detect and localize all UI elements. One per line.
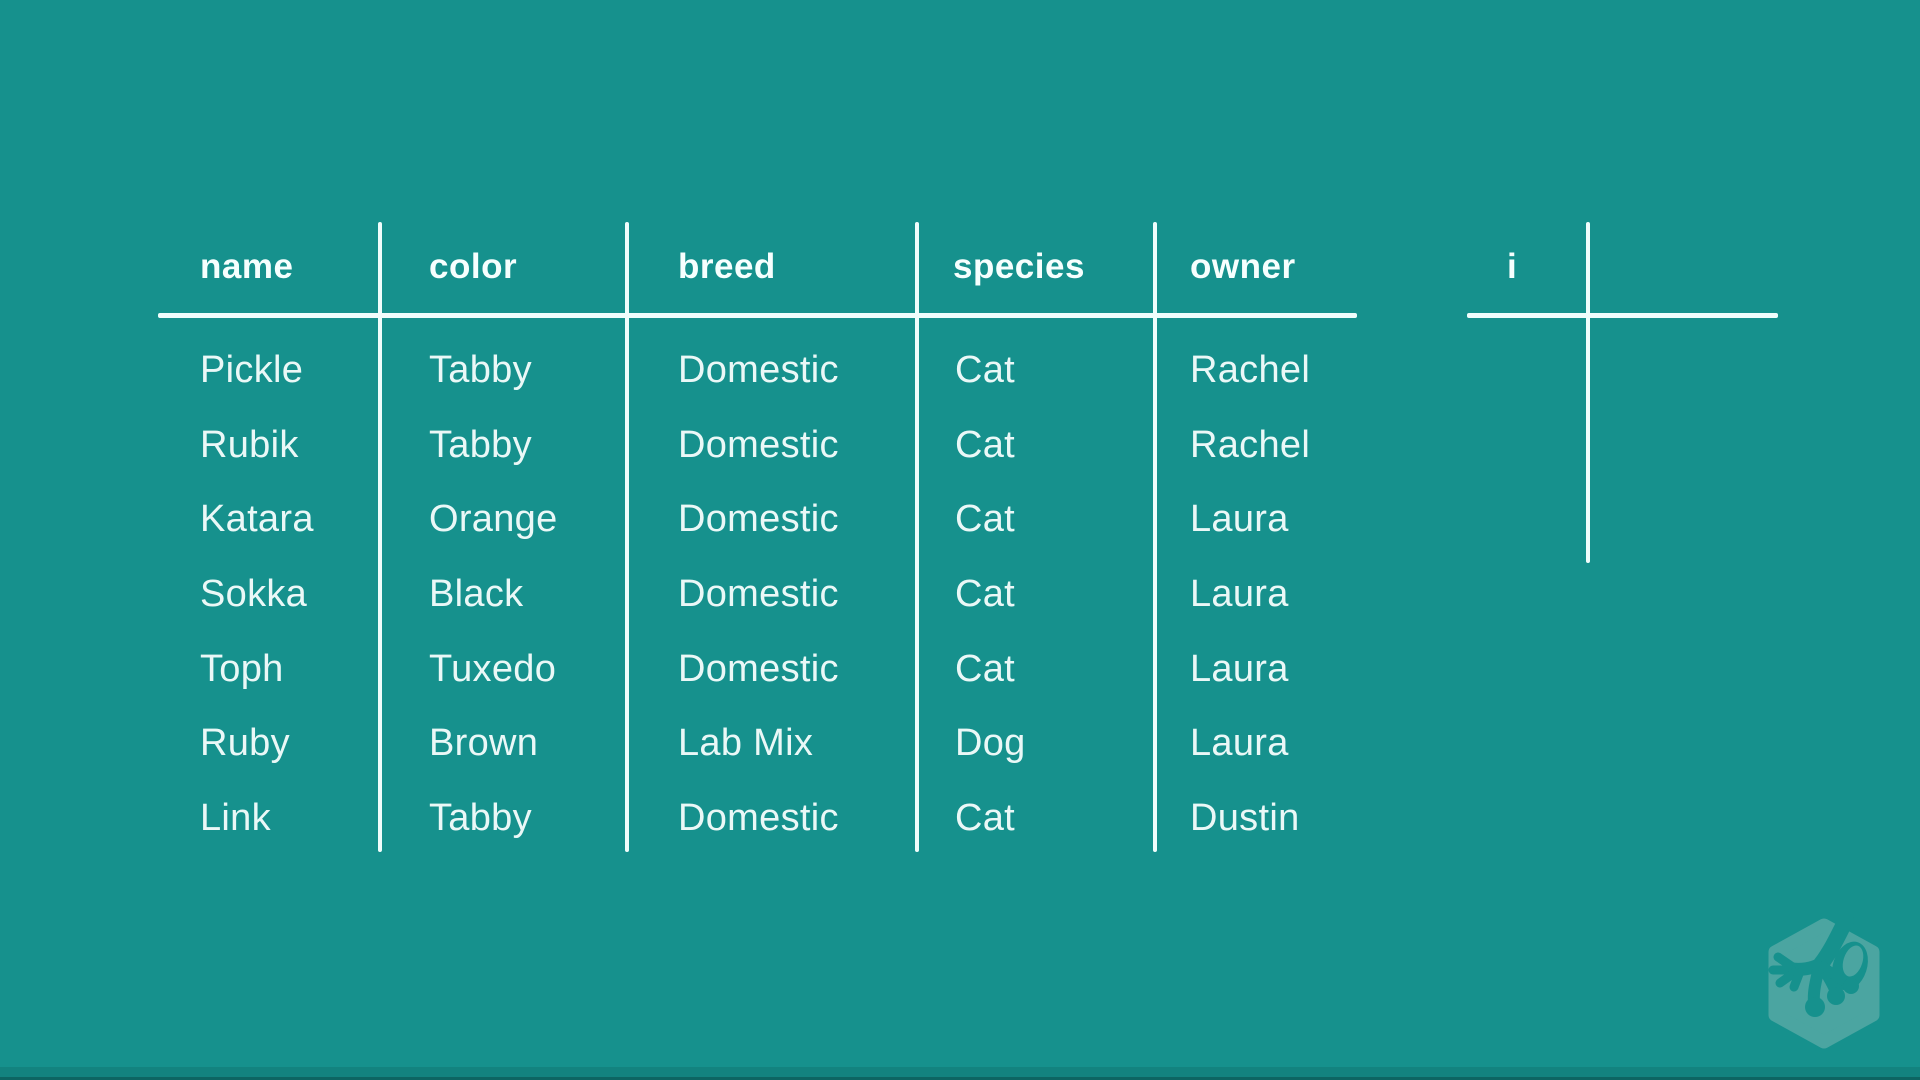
cell-name: Toph — [200, 647, 284, 690]
cell-owner: Laura — [1190, 572, 1289, 615]
column-divider-breed-species — [915, 222, 919, 852]
cell-species: Cat — [955, 796, 1016, 839]
index-table-column-divider — [1586, 222, 1590, 563]
cell-breed: Domestic — [678, 348, 839, 391]
table-row: Katara Orange Domestic Cat Laura — [158, 482, 1357, 557]
cell-breed: Domestic — [678, 423, 839, 466]
cell-owner: Laura — [1190, 647, 1289, 690]
cell-name: Link — [200, 796, 271, 839]
pets-table-header-underline — [158, 313, 1357, 318]
table-row: Sokka Black Domestic Cat Laura — [158, 557, 1357, 632]
cell-color: Tabby — [429, 348, 532, 391]
cell-species: Cat — [955, 348, 1016, 391]
cell-name: Sokka — [200, 572, 308, 615]
cell-owner: Rachel — [1190, 423, 1311, 466]
pets-table-header-owner: owner — [1190, 247, 1296, 286]
table-row: Pickle Tabby Domestic Cat Rachel — [158, 333, 1357, 408]
cell-name: Ruby — [200, 722, 290, 765]
cell-owner: Dustin — [1190, 796, 1300, 839]
video-progress-strip-edge — [0, 1077, 1920, 1080]
cell-color: Tuxedo — [429, 647, 557, 690]
pets-table-header-breed: breed — [678, 247, 776, 286]
cell-name: Pickle — [200, 348, 304, 391]
cell-name: Rubik — [200, 423, 299, 466]
table-row: Toph Tuxedo Domestic Cat Laura — [158, 632, 1357, 707]
index-table-header-underline — [1467, 313, 1778, 318]
cell-breed: Domestic — [678, 572, 839, 615]
table-row: Ruby Brown Lab Mix Dog Laura — [158, 706, 1357, 781]
column-divider-name-color — [378, 222, 382, 852]
cell-owner: Rachel — [1190, 348, 1311, 391]
cell-name: Katara — [200, 498, 314, 541]
cell-owner: Laura — [1190, 498, 1289, 541]
cell-color: Brown — [429, 722, 539, 765]
cell-breed: Domestic — [678, 796, 839, 839]
cell-breed: Lab Mix — [678, 722, 814, 765]
pets-table-header-color: color — [429, 247, 518, 286]
cell-breed: Domestic — [678, 498, 839, 541]
cell-species: Cat — [955, 572, 1016, 615]
cell-color: Black — [429, 572, 524, 615]
cell-color: Tabby — [429, 423, 532, 466]
cell-species: Cat — [955, 423, 1016, 466]
table-row: Rubik Tabby Domestic Cat Rachel — [158, 408, 1357, 483]
table-row: Link Tabby Domestic Cat Dustin — [158, 781, 1357, 856]
cell-species: Cat — [955, 498, 1016, 541]
cell-color: Tabby — [429, 796, 532, 839]
video-progress-strip — [0, 1067, 1920, 1080]
column-divider-species-owner — [1153, 222, 1157, 852]
cell-species: Dog — [955, 722, 1026, 765]
cell-species: Cat — [955, 647, 1016, 690]
column-divider-color-breed — [625, 222, 629, 852]
pets-table-header-species: species — [953, 247, 1085, 286]
index-table-header-i: i — [1507, 247, 1518, 286]
pets-table-header-name: name — [200, 247, 294, 286]
cell-owner: Laura — [1190, 722, 1289, 765]
pets-table-body: Pickle Tabby Domestic Cat Rachel Rubik T… — [158, 333, 1357, 856]
cell-color: Orange — [429, 498, 558, 541]
treehouse-logo-icon — [1768, 917, 1880, 1049]
cell-breed: Domestic — [678, 647, 839, 690]
